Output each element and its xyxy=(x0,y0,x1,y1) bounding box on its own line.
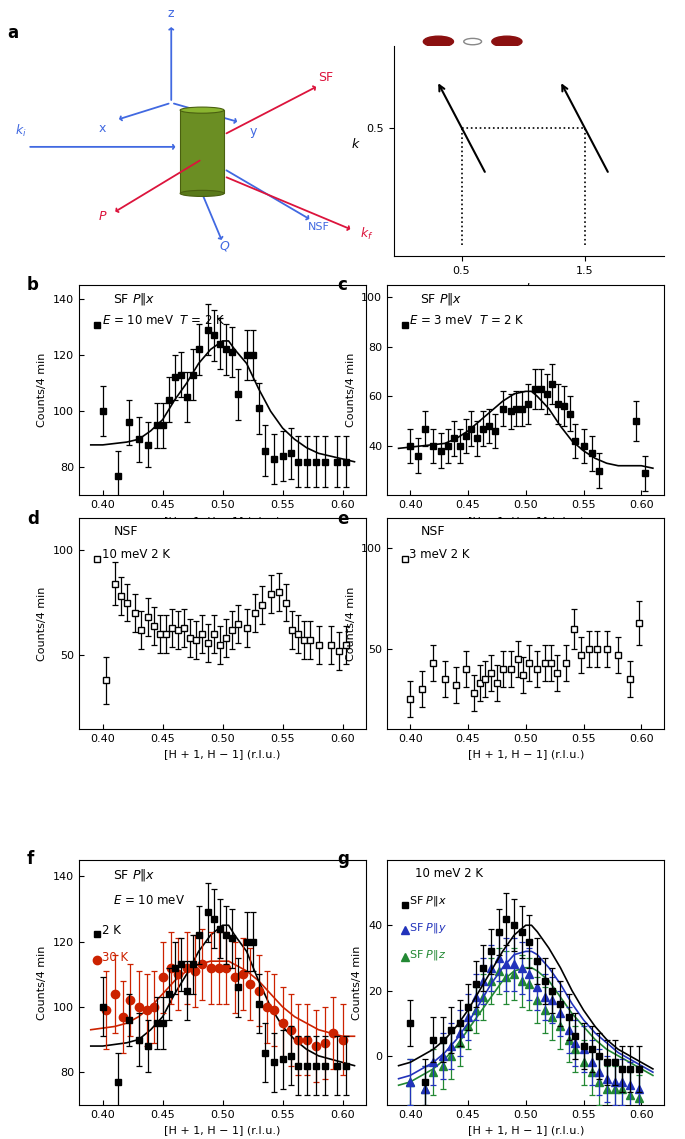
Text: O: O xyxy=(483,103,492,113)
Text: g: g xyxy=(337,850,349,868)
Text: NSF: NSF xyxy=(113,525,138,538)
Text: NSF: NSF xyxy=(308,222,330,232)
Y-axis label: Counts/4 min: Counts/4 min xyxy=(37,945,47,1019)
Text: SF $P$$\|$$z$: SF $P$$\|$$z$ xyxy=(409,948,447,962)
Text: SF $P$$\|$$x$: SF $P$$\|$$x$ xyxy=(409,894,447,908)
Text: e: e xyxy=(337,510,349,527)
Text: $k_i$: $k_i$ xyxy=(15,123,26,139)
Text: $E$ = 3 meV  $T$ = 2 K: $E$ = 3 meV $T$ = 2 K xyxy=(409,314,525,327)
Polygon shape xyxy=(180,110,224,194)
Ellipse shape xyxy=(180,107,224,113)
Text: $Q$: $Q$ xyxy=(219,239,231,253)
Text: 10 meV 2 K: 10 meV 2 K xyxy=(102,548,170,560)
X-axis label: $h$: $h$ xyxy=(525,281,534,295)
Circle shape xyxy=(423,104,440,109)
Text: f: f xyxy=(27,850,34,868)
Y-axis label: Counts/4 min: Counts/4 min xyxy=(346,587,356,661)
Y-axis label: Counts/4 min: Counts/4 min xyxy=(37,353,47,427)
Text: SF $P$$\|$$x$: SF $P$$\|$$x$ xyxy=(113,867,155,883)
Text: $P$: $P$ xyxy=(98,211,108,223)
Text: NSF: NSF xyxy=(421,525,445,538)
Circle shape xyxy=(492,36,522,47)
Text: SF $P$$\|$$x$: SF $P$$\|$$x$ xyxy=(421,292,462,308)
Text: b: b xyxy=(27,277,39,294)
Text: Cu: Cu xyxy=(435,103,450,113)
X-axis label: [H + 1, H − 1] (r.l.u.): [H + 1, H − 1] (r.l.u.) xyxy=(164,749,281,760)
Text: 10 meV 2 K: 10 meV 2 K xyxy=(414,867,483,880)
Text: c: c xyxy=(337,277,347,294)
Text: $k_f$: $k_f$ xyxy=(360,226,373,241)
Text: 30 K: 30 K xyxy=(102,951,128,964)
Text: SF: SF xyxy=(319,71,334,84)
Text: SF $P$$\|$$y$: SF $P$$\|$$y$ xyxy=(409,921,447,935)
X-axis label: [H + 1, H − 1] (r.l.u.): [H + 1, H − 1] (r.l.u.) xyxy=(468,1125,584,1136)
X-axis label: [H + 1, H − 1] (r.l.u.): [H + 1, H − 1] (r.l.u.) xyxy=(164,516,281,526)
Text: x: x xyxy=(99,122,106,136)
Text: y: y xyxy=(250,125,258,138)
Text: 3 meV 2 K: 3 meV 2 K xyxy=(409,548,470,560)
Y-axis label: $k$: $k$ xyxy=(351,137,360,151)
Text: z: z xyxy=(168,7,175,19)
X-axis label: [H + 1, H − 1] (r.l.u.): [H + 1, H − 1] (r.l.u.) xyxy=(468,516,584,526)
Y-axis label: Counts/4 min: Counts/4 min xyxy=(38,587,47,661)
X-axis label: [H + 1, H − 1] (r.l.u.): [H + 1, H − 1] (r.l.u.) xyxy=(468,749,584,760)
Text: d: d xyxy=(27,510,39,527)
Circle shape xyxy=(492,80,522,91)
Circle shape xyxy=(423,36,453,47)
Circle shape xyxy=(423,80,453,91)
Text: $E$ = 10 meV  $T$ = 2 K: $E$ = 10 meV $T$ = 2 K xyxy=(102,314,225,327)
Text: SF $P$$\|$$x$: SF $P$$\|$$x$ xyxy=(113,292,155,308)
Text: 2 K: 2 K xyxy=(102,924,121,936)
Text: $E$ = 10 meV: $E$ = 10 meV xyxy=(113,894,186,908)
X-axis label: [H + 1, H − 1] (r.l.u.): [H + 1, H − 1] (r.l.u.) xyxy=(164,1125,281,1136)
Y-axis label: Counts/4 min: Counts/4 min xyxy=(346,353,356,427)
Ellipse shape xyxy=(180,190,224,196)
Y-axis label: Counts/4 min: Counts/4 min xyxy=(353,945,362,1019)
Text: a: a xyxy=(7,24,18,42)
